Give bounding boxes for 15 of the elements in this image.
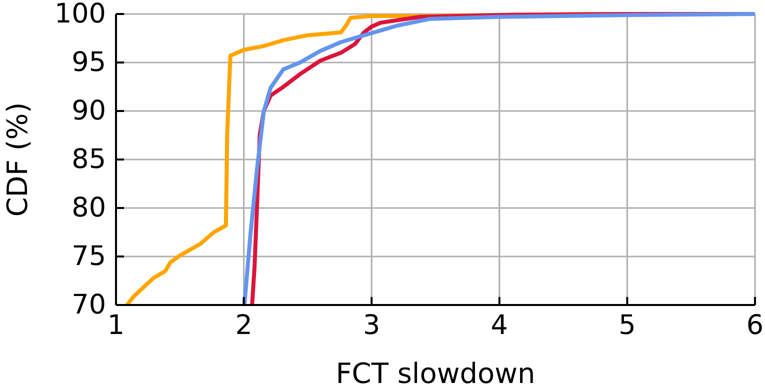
y-tick-label: 70 [72,290,106,321]
y-tick-label: 100 [54,0,106,30]
x-tick-label: 4 [490,310,508,342]
x-axis-title: FCT slowdown [336,357,536,388]
y-tick-label: 90 [72,96,106,127]
x-tick-label: 6 [746,310,764,342]
x-tick-label: 5 [618,310,636,342]
x-tick-label: 2 [235,310,252,342]
x-tick-label: 1 [107,310,125,342]
x-tick-label: 3 [363,310,380,342]
y-axis-title: CDF (%) [1,102,34,217]
y-tick-label: 80 [72,192,106,224]
y-tick-label: 85 [72,144,106,176]
y-tick-label: 75 [72,241,106,272]
y-tick-label: 95 [72,47,106,78]
